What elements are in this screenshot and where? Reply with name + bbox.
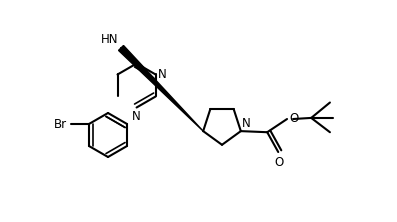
Text: HN: HN	[100, 33, 118, 46]
Text: N: N	[242, 117, 251, 130]
Text: O: O	[275, 156, 284, 169]
Text: O: O	[289, 111, 298, 125]
Polygon shape	[119, 46, 203, 131]
Text: Br: Br	[54, 117, 67, 131]
Text: N: N	[158, 68, 166, 81]
Text: N: N	[132, 111, 141, 123]
